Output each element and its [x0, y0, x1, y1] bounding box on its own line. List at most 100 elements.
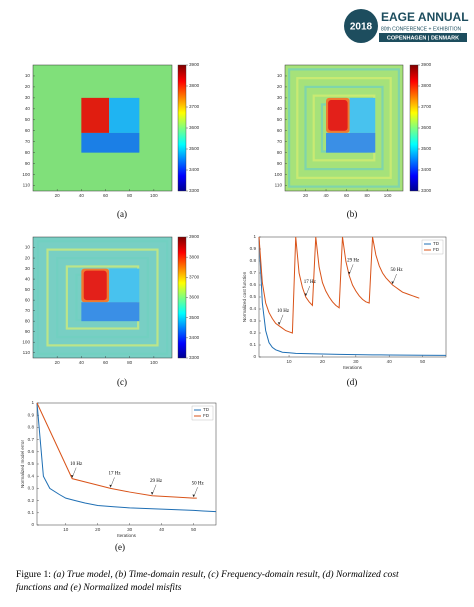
y-tick-label: 30 [277, 95, 283, 100]
y-tick-label: 90 [25, 329, 31, 334]
logo-bar [379, 33, 467, 42]
x-tick-label: 30 [353, 359, 359, 364]
line-chart: 10 20 30 40 50 0 0.1 0.2 0.3 0.4 0.5 0.6 0.7 0.8 0.9 1 I… [20, 400, 217, 538]
model-region [81, 302, 140, 322]
colorbar-tick-label: 3600 [189, 125, 200, 130]
x-tick-label: 80 [127, 360, 133, 365]
y-tick-label: 0.6 [28, 449, 35, 454]
logo-subtitle: 80th CONFERENCE + EXHIBITION [381, 26, 462, 32]
y-tick-label: 70 [25, 139, 31, 144]
annotation-arrowhead [109, 484, 112, 488]
series-line [258, 236, 420, 334]
plot-frame [36, 402, 217, 526]
y-tick-label: 110 [23, 350, 31, 355]
colorbar-tick-label: 3700 [421, 104, 432, 109]
plot-frame [258, 236, 447, 358]
y-tick-label: 0.8 [250, 258, 257, 263]
y-tick-label: 0.4 [250, 306, 257, 311]
y-tick-label: 0.8 [28, 425, 35, 430]
x-axis-label: Iterations [343, 365, 363, 370]
annotation: 17 Hz [304, 280, 317, 285]
model-region [81, 97, 110, 133]
colorbar-tick-label: 3700 [189, 104, 200, 109]
y-tick-label: 0.2 [28, 498, 35, 503]
annotation-arrowhead [150, 492, 154, 495]
panel-label: (d) [347, 377, 358, 387]
x-tick-label: 80 [365, 193, 371, 198]
y-tick-label: 40 [25, 106, 31, 111]
series-line [258, 236, 447, 356]
annotation: 50 Hz [192, 481, 205, 486]
colorbar-tick-label: 3900 [421, 62, 432, 67]
x-tick-label: 60 [344, 193, 350, 198]
colorbar [409, 64, 419, 192]
annotation: 10 Hz [70, 462, 83, 467]
x-tick-label: 60 [103, 360, 109, 365]
colorbar-tick-label: 3600 [421, 125, 432, 130]
annotation: 29 Hz [150, 479, 163, 484]
y-tick-label: 0 [31, 522, 34, 527]
model-region [36, 240, 169, 355]
y-tick-label: 0.7 [28, 437, 35, 442]
y-tick-label: 90 [277, 161, 283, 166]
x-tick-label: 40 [159, 527, 165, 532]
legend-label: TD [433, 241, 440, 246]
x-tick-label: 40 [79, 360, 85, 365]
x-tick-label: 50 [191, 527, 197, 532]
y-tick-label: 110 [275, 183, 283, 188]
model-region [81, 132, 140, 153]
logo-badge [344, 9, 378, 43]
y-tick-label: 50 [277, 117, 283, 122]
plot-frame [284, 64, 404, 192]
y-tick-label: 100 [274, 172, 282, 177]
y-tick-label: 0.4 [28, 473, 35, 478]
logo: 2018 EAGE ANNUAL 80th CONFERENCE + EXHIB… [344, 9, 469, 43]
x-tick-label: 100 [384, 193, 392, 198]
model-region [83, 270, 107, 301]
x-tick-label: 80 [127, 193, 133, 198]
y-tick-label: 50 [25, 287, 31, 292]
model-region [349, 97, 376, 133]
x-tick-label: 30 [127, 527, 133, 532]
annotation: 17 Hz [108, 472, 121, 477]
x-tick-label: 20 [320, 359, 326, 364]
colorbar-tick-label: 3900 [189, 234, 200, 239]
y-tick-label: 40 [277, 106, 283, 111]
model-region [109, 97, 140, 133]
colorbar-tick-label: 3400 [189, 167, 200, 172]
caption-label: Figure 1: [16, 569, 51, 580]
y-tick-label: 1 [253, 234, 256, 239]
annotation: 29 Hz [347, 259, 360, 264]
model-region [304, 85, 384, 171]
caption-text: functions and (e) Normalized model misfi… [16, 582, 182, 593]
colorbar-tick-label: 3300 [421, 188, 432, 193]
colorbar-tick-label: 3900 [189, 62, 200, 67]
heatmap: 20 40 60 80 100 10 20 30 40 50 60 70 80 90 100 110 3300 3… [22, 62, 199, 198]
x-tick-label: 10 [63, 527, 69, 532]
y-tick-label: 10 [277, 73, 283, 78]
y-tick-label: 20 [277, 84, 283, 89]
annotation-arrowhead [192, 494, 195, 498]
y-tick-label: 0.5 [28, 461, 35, 466]
colorbar-tick-label: 3500 [421, 146, 432, 151]
y-tick-label: 0.6 [250, 282, 257, 287]
y-tick-label: 40 [25, 276, 31, 281]
colorbar-tick-label: 3600 [189, 295, 200, 300]
y-tick-label: 0.5 [250, 294, 257, 299]
panel-label: (e) [115, 542, 125, 552]
colorbar-tick-label: 3500 [189, 146, 200, 151]
model-region [56, 256, 149, 339]
colorbar-tick-label: 3800 [189, 254, 200, 259]
y-tick-label: 60 [25, 297, 31, 302]
panel-label: (a) [117, 209, 127, 219]
x-axis-label: Iterations [117, 533, 137, 538]
y-tick-label: 0.9 [28, 412, 35, 417]
model-region [109, 268, 140, 303]
x-tick-label: 20 [55, 360, 61, 365]
y-tick-label: 20 [25, 255, 31, 260]
y-tick-label: 0 [253, 354, 256, 359]
logo-title: EAGE ANNUAL [381, 10, 469, 24]
colorbar-tick-label: 3800 [421, 83, 432, 88]
y-tick-label: 0.7 [250, 270, 257, 275]
